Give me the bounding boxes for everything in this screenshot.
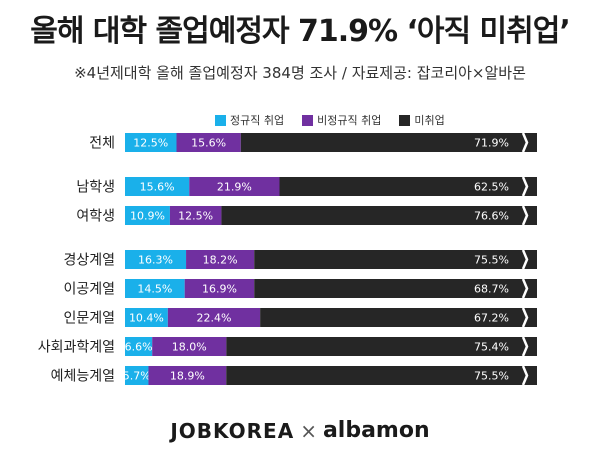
bar-segment bbox=[254, 250, 537, 269]
value-label: 12.5% bbox=[178, 210, 213, 223]
value-label: 14.5% bbox=[137, 283, 172, 296]
legend-item-unemployed: 미취업 bbox=[399, 112, 445, 128]
category-label: 남학생 bbox=[76, 180, 115, 196]
value-label: 6.6% bbox=[125, 341, 153, 354]
bar-segment bbox=[184, 279, 255, 298]
category-label: 이공계열 bbox=[63, 282, 115, 298]
legend-swatch-regular bbox=[215, 114, 226, 126]
torn-edge-mark bbox=[521, 307, 529, 328]
bar-segment bbox=[186, 250, 255, 269]
bar-segment bbox=[226, 366, 538, 385]
bar-segment bbox=[125, 308, 168, 327]
value-label: 5.7% bbox=[123, 370, 151, 383]
value-label: 10.4% bbox=[129, 312, 164, 325]
bar-segment bbox=[148, 366, 227, 385]
bar-segment bbox=[125, 337, 153, 356]
albamon-logo: albamon bbox=[322, 418, 430, 443]
category-label: 전체 bbox=[89, 136, 115, 152]
chart-title: 올해 대학 졸업예정자 71.9% ‘아직 미취업’ bbox=[30, 14, 571, 49]
torn-edge-mark bbox=[521, 176, 529, 197]
bar-segment bbox=[125, 133, 177, 152]
bar-segment bbox=[125, 366, 149, 385]
jobkorea-logo: JOBKOREA bbox=[170, 418, 295, 443]
category-label: 예체능계열 bbox=[51, 369, 115, 385]
legend-item-regular: 정규직 취업 bbox=[215, 112, 284, 128]
chart-subtitle: ※4년제대학 올해 졸업예정자 384명 조사 / 자료제공: 잡코리아×알바몬 bbox=[74, 64, 526, 82]
value-label: 67.2% bbox=[474, 312, 509, 325]
value-label: 21.9% bbox=[217, 181, 252, 194]
footer-logos: JOBKOREA × albamon bbox=[0, 418, 600, 443]
legend-swatch-unemployed bbox=[399, 114, 411, 126]
value-label: 76.6% bbox=[474, 210, 509, 223]
value-label: 10.9% bbox=[130, 210, 165, 223]
category-label: 인문계열 bbox=[63, 311, 115, 327]
value-label: 75.4% bbox=[474, 341, 509, 354]
value-label: 75.5% bbox=[474, 254, 509, 267]
bar-segment bbox=[125, 250, 187, 269]
bar-segment bbox=[125, 177, 190, 196]
value-label: 75.5% bbox=[474, 370, 509, 383]
legend-label-regular: 정규직 취업 bbox=[230, 114, 285, 127]
legend-item-irregular: 비정규직 취업 bbox=[302, 112, 381, 128]
value-label: 18.9% bbox=[170, 370, 205, 383]
torn-edge-mark bbox=[521, 365, 529, 386]
value-label: 15.6% bbox=[191, 137, 226, 150]
bar-segment bbox=[176, 133, 241, 152]
torn-edge-mark bbox=[521, 249, 529, 270]
bar-segment bbox=[260, 308, 537, 327]
value-label: 16.3% bbox=[138, 254, 173, 267]
category-label: 사회과학계열 bbox=[38, 340, 115, 356]
value-label: 16.9% bbox=[202, 283, 237, 296]
legend-label-unemployed: 미취업 bbox=[414, 114, 445, 127]
legend-swatch-irregular bbox=[302, 114, 314, 126]
value-label: 18.2% bbox=[203, 254, 238, 267]
torn-edge-mark bbox=[521, 205, 529, 226]
bar-segment bbox=[125, 206, 170, 225]
value-label: 15.6% bbox=[140, 181, 175, 194]
category-label: 경상계열 bbox=[63, 253, 115, 269]
bar-segment bbox=[254, 279, 537, 298]
bar-segment bbox=[226, 337, 538, 356]
bar-segment bbox=[152, 337, 227, 356]
category-label: 여학생 bbox=[76, 209, 115, 225]
legend-label-irregular: 비정규직 취업 bbox=[317, 114, 382, 127]
value-label: 18.0% bbox=[172, 341, 207, 354]
bar-segment bbox=[189, 177, 280, 196]
value-label: 62.5% bbox=[474, 181, 509, 194]
value-label: 12.5% bbox=[133, 137, 168, 150]
bar-segment bbox=[167, 308, 261, 327]
value-label: 22.4% bbox=[197, 312, 232, 325]
bar-segment bbox=[279, 177, 537, 196]
legend: 정규직 취업 비정규직 취업 미취업 bbox=[215, 112, 463, 128]
torn-edge-mark bbox=[521, 336, 529, 357]
logo-separator: × bbox=[300, 418, 317, 443]
torn-edge-mark bbox=[521, 278, 529, 299]
bar-segment bbox=[125, 279, 185, 298]
value-label: 71.9% bbox=[474, 137, 509, 150]
bar-segment bbox=[221, 206, 537, 225]
torn-edge-mark bbox=[521, 132, 529, 153]
bar-segment bbox=[240, 133, 537, 152]
value-label: 68.7% bbox=[474, 283, 509, 296]
bar-segment bbox=[169, 206, 222, 225]
